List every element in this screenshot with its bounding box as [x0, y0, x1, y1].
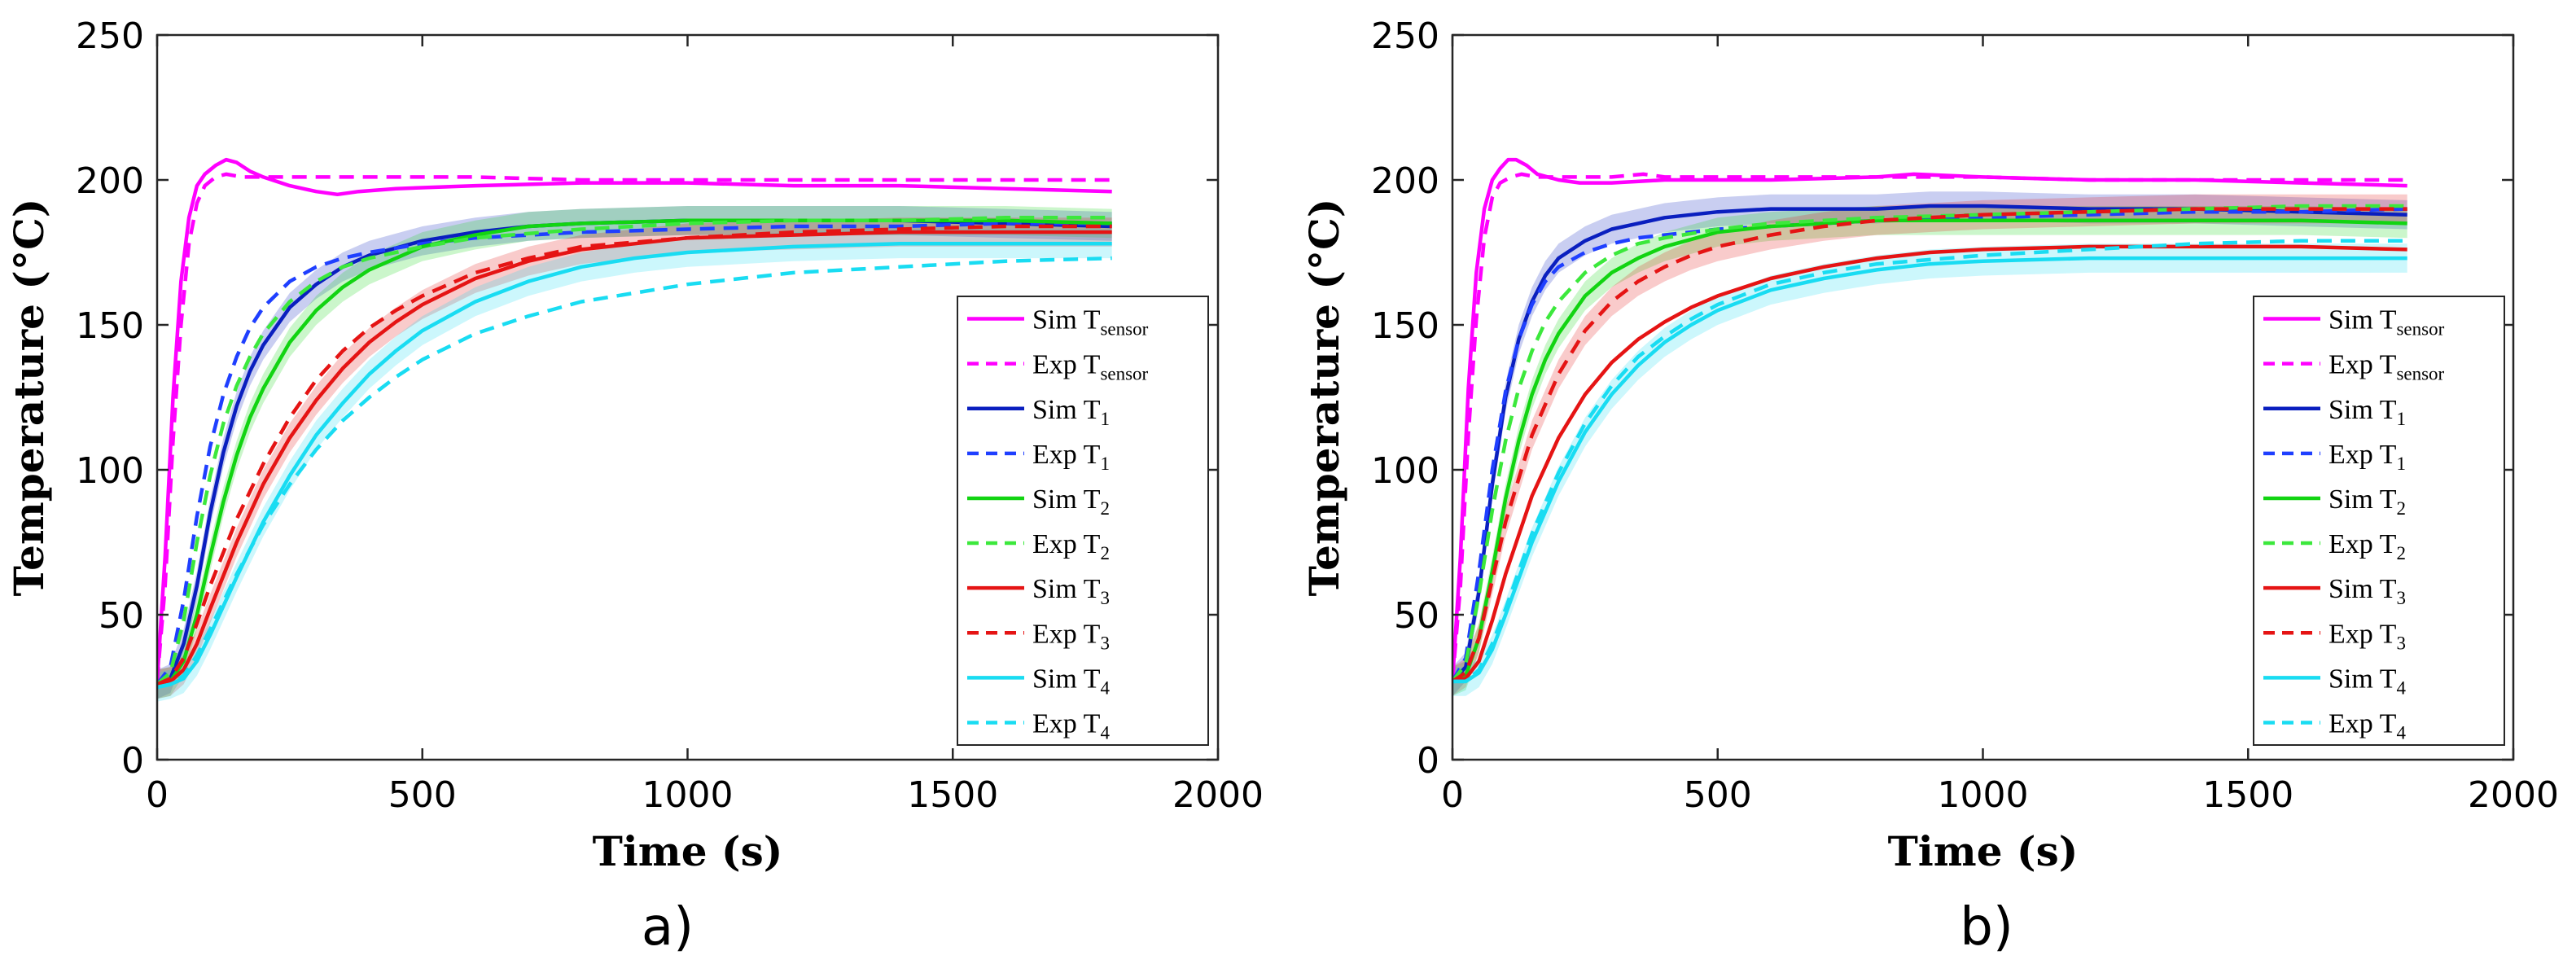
- y-tick-label: 200: [76, 160, 144, 202]
- legend-item-sim_t1: Sim T1: [967, 395, 1110, 429]
- series-line-exp_t4: [157, 256, 1112, 690]
- legend-label: Sim T3: [2328, 574, 2406, 608]
- legend-item-sim_t2: Sim T2: [2263, 484, 2406, 519]
- legend-item-sim_t2: Sim T2: [967, 484, 1110, 519]
- legend-item-exp_t4: Exp T4: [2263, 708, 2406, 743]
- legend-item-sim_t3: Sim T3: [967, 574, 1110, 608]
- legend-label: Sim T3: [1032, 574, 1110, 608]
- y-tick-label: 0: [1417, 740, 1439, 782]
- legend-label: Exp Tsensor: [2328, 350, 2445, 384]
- chart-panel-b: 0 500 1000 1500 2000 0 50 100 150 200 250 Time (s) T…: [1300, 15, 2559, 958]
- legend-label: Sim T4: [1032, 664, 1110, 698]
- legend-item-exp_tsensor: Exp Tsensor: [2263, 350, 2445, 384]
- legend-item-sim_t3: Sim T3: [2263, 574, 2406, 608]
- series-line-sim_t2: [1452, 218, 2407, 683]
- y-tick-label: 250: [1371, 15, 1439, 57]
- series-line-sim_t4: [157, 242, 1112, 690]
- series-line-exp_tsensor: [1452, 172, 2407, 682]
- legend-label: Exp T4: [2328, 708, 2406, 743]
- panel-label: a): [642, 897, 694, 958]
- series-line-exp_t4: [1452, 239, 2407, 684]
- legend-label: Exp T2: [2328, 529, 2406, 563]
- series-line-exp_t2: [1452, 204, 2407, 683]
- x-tick-label: 500: [388, 774, 457, 816]
- y-tick-label: 50: [1394, 595, 1439, 637]
- legend-box: [2253, 296, 2505, 746]
- y-tick-label: 100: [1371, 450, 1439, 492]
- series-line-exp_t2: [157, 216, 1112, 686]
- series-line-sim_t4: [1452, 256, 2407, 684]
- legend-label: Sim T2: [2328, 484, 2406, 519]
- x-tick-label: 2000: [1172, 774, 1264, 816]
- y-tick-label: 150: [1371, 305, 1439, 347]
- panel-label: b): [1960, 897, 2013, 958]
- legend-item-exp_t1: Exp T1: [967, 440, 1110, 474]
- y-tick-label: 250: [76, 15, 144, 57]
- legend-item-exp_t3: Exp T3: [967, 619, 1110, 653]
- legend-item-sim_t1: Sim T1: [2263, 395, 2406, 429]
- legend-label: Sim T1: [2328, 395, 2406, 429]
- x-tick-label: 1000: [1938, 774, 2029, 816]
- x-tick-label: 1500: [907, 774, 998, 816]
- legend-label: Exp T3: [2328, 619, 2406, 653]
- series-line-exp_t1: [1452, 207, 2407, 683]
- x-tick-label: 1500: [2202, 774, 2293, 816]
- legend-item-exp_t2: Exp T2: [967, 529, 1110, 563]
- legend-label: Sim T1: [1032, 395, 1110, 429]
- x-axis-label: Time (s): [1888, 827, 2079, 875]
- legend-label: Exp T1: [2328, 440, 2406, 474]
- band-sim_t4: [157, 229, 1112, 702]
- series-line-exp_tsensor: [157, 172, 1112, 682]
- y-tick-label: 50: [99, 595, 144, 637]
- legend-item-exp_t1: Exp T1: [2263, 440, 2406, 474]
- legend-box: [957, 296, 1209, 746]
- series-line-sim_tsensor: [157, 157, 1112, 682]
- x-tick-label: 0: [1441, 774, 1464, 816]
- legend-label: Sim T2: [1032, 484, 1110, 519]
- legend-label: Exp T3: [1032, 619, 1110, 653]
- legend-label: Sim T4: [2328, 664, 2406, 698]
- x-tick-label: 1000: [642, 774, 734, 816]
- y-axis-label: Temperature (°C): [5, 199, 53, 597]
- legend-label: Exp T4: [1032, 708, 1110, 743]
- legend-label: Exp T1: [1032, 440, 1110, 474]
- y-tick-label: 150: [76, 305, 144, 347]
- x-tick-label: 500: [1684, 774, 1752, 816]
- legend-item-exp_t3: Exp T3: [2263, 619, 2406, 653]
- legend-label: Exp T2: [1032, 529, 1110, 563]
- x-axis-label: Time (s): [593, 827, 783, 875]
- legend-item-sim_t4: Sim T4: [2263, 664, 2406, 698]
- x-tick-label: 2000: [2468, 774, 2559, 816]
- x-tick-label: 0: [146, 774, 169, 816]
- legend-item-sim_t4: Sim T4: [967, 664, 1110, 698]
- series-line-sim_t3: [1452, 244, 2407, 684]
- legend-item-exp_t2: Exp T2: [2263, 529, 2406, 563]
- series-line-exp_t3: [1452, 207, 2407, 683]
- legend-item-exp_t4: Exp T4: [967, 708, 1110, 743]
- y-axis-label: Temperature (°C): [1300, 199, 1348, 597]
- series-line-exp_t1: [157, 221, 1112, 686]
- chart-panel-a: 0 500 1000 1500 2000 0 50 100 150 200 250 Time (s) T…: [5, 15, 1264, 958]
- plot-series-group: [1452, 157, 2407, 696]
- y-tick-label: 100: [76, 450, 144, 492]
- y-tick-label: 200: [1371, 160, 1439, 202]
- plot-series-group: [157, 157, 1112, 702]
- y-tick-label: 0: [121, 740, 144, 782]
- series-line-exp_t3: [157, 224, 1112, 686]
